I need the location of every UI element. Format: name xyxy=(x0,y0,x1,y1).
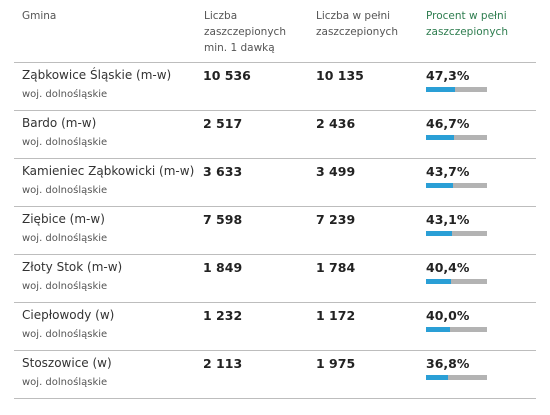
full-count: 1 975 xyxy=(316,356,356,371)
dose1-count: 1 849 xyxy=(203,260,243,275)
full-count: 1 784 xyxy=(316,260,356,275)
full-count: 7 239 xyxy=(316,212,356,227)
full-count: 1 172 xyxy=(316,308,356,323)
gmina-name: Ciepłowody (w) xyxy=(22,308,115,322)
percent-bar-fill xyxy=(426,183,453,188)
table-body: Ząbkowice Śląskie (m-w) woj. dolnośląskie… xyxy=(14,63,536,399)
percent-value: 36,8% xyxy=(426,356,470,371)
percent-bar xyxy=(426,231,487,236)
header-percent-line: zaszczepionych xyxy=(426,26,508,38)
percent-value: 40,4% xyxy=(426,260,470,275)
percent-bar-fill xyxy=(426,87,455,92)
header-dose1-line: Liczba xyxy=(204,10,238,22)
percent-value: 40,0% xyxy=(426,308,470,323)
header-percent-line: Procent w pełni xyxy=(426,10,507,22)
region-label: woj. dolnośląskie xyxy=(22,329,108,340)
region-label: woj. dolnośląskie xyxy=(22,89,108,100)
percent-value: 43,7% xyxy=(426,164,470,179)
table-row: Kamieniec Ząbkowicki (m-w) woj. dolnośląs… xyxy=(14,159,536,207)
percent-bar-fill xyxy=(426,279,451,284)
vaccination-table: Gmina Liczba zaszczepionych min. 1 dawką… xyxy=(14,0,536,399)
header-dose1-line: min. 1 dawką xyxy=(204,42,275,54)
percent-bar xyxy=(426,87,487,92)
percent-bar-fill xyxy=(426,327,451,332)
header-full-line: Liczba w pełni xyxy=(316,10,391,22)
table-row: Bardo (m-w) woj. dolnośląskie 2 517 2 436 46… xyxy=(14,111,536,159)
gmina-name: Złoty Stok (m-w) xyxy=(22,260,123,274)
dose1-count: 1 232 xyxy=(203,308,243,323)
dose1-count: 10 536 xyxy=(203,68,251,83)
region-label: woj. dolnośląskie xyxy=(22,281,108,292)
dose1-count: 2 113 xyxy=(203,356,243,371)
header-full[interactable]: Liczba w pełni zaszczepionych xyxy=(316,8,426,40)
percent-bar-fill xyxy=(426,135,455,140)
dose1-count: 3 633 xyxy=(203,164,243,179)
dose1-count: 7 598 xyxy=(203,212,243,227)
region-label: woj. dolnośląskie xyxy=(22,137,108,148)
percent-bar xyxy=(426,327,487,332)
percent-value: 46,7% xyxy=(426,116,470,131)
header-gmina[interactable]: Gmina xyxy=(22,10,57,22)
full-count: 3 499 xyxy=(316,164,356,179)
percent-value: 43,1% xyxy=(426,212,470,227)
table-row: Ząbkowice Śląskie (m-w) woj. dolnośląskie… xyxy=(14,63,536,111)
gmina-name: Ziębice (m-w) xyxy=(22,212,105,226)
region-label: woj. dolnośląskie xyxy=(22,377,108,388)
header-dose1[interactable]: Liczba zaszczepionych min. 1 dawką xyxy=(204,8,304,56)
percent-bar-fill xyxy=(426,231,453,236)
full-count: 10 135 xyxy=(316,68,364,83)
header-full-line: zaszczepionych xyxy=(316,26,398,38)
percent-bar xyxy=(426,135,487,140)
region-label: woj. dolnośląskie xyxy=(22,233,108,244)
dose1-count: 2 517 xyxy=(203,116,243,131)
table-row: Stoszowice (w) woj. dolnośląskie 2 113 1 97… xyxy=(14,351,536,399)
gmina-name: Kamieniec Ząbkowicki (m-w) xyxy=(22,164,195,178)
header-dose1-line: zaszczepionych xyxy=(204,26,286,38)
percent-bar xyxy=(426,375,487,380)
table-row: Ziębice (m-w) woj. dolnośląskie 7 598 7 239… xyxy=(14,207,536,255)
region-label: woj. dolnośląskie xyxy=(22,185,108,196)
table-header: Gmina Liczba zaszczepionych min. 1 dawką… xyxy=(14,0,536,63)
percent-bar-fill xyxy=(426,375,449,380)
percent-value: 47,3% xyxy=(426,68,470,83)
gmina-name: Bardo (m-w) xyxy=(22,116,97,130)
table-row: Złoty Stok (m-w) woj. dolnośląskie 1 849 1 … xyxy=(14,255,536,303)
percent-bar xyxy=(426,183,487,188)
percent-bar xyxy=(426,279,487,284)
full-count: 2 436 xyxy=(316,116,356,131)
table-row: Ciepłowody (w) woj. dolnośląskie 1 232 1 17… xyxy=(14,303,536,351)
gmina-name: Ząbkowice Śląskie (m-w) xyxy=(22,68,172,82)
gmina-name: Stoszowice (w) xyxy=(22,356,112,370)
header-percent[interactable]: Procent w pełni zaszczepionych xyxy=(426,8,536,40)
